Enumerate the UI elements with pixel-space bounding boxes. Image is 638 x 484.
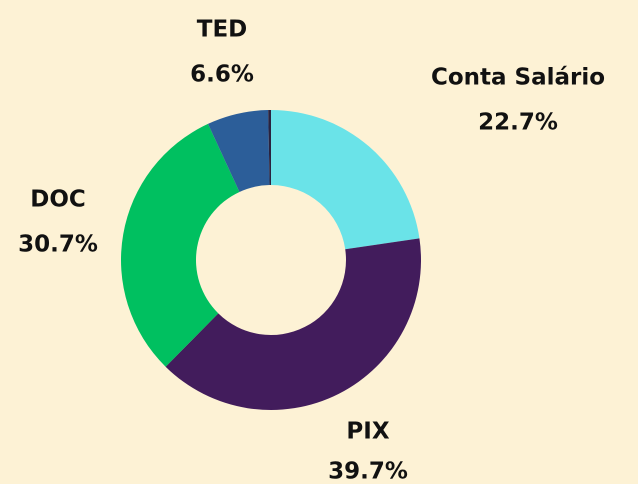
slice-value-label: 39.7% bbox=[328, 459, 408, 484]
donut-slice bbox=[207, 110, 270, 192]
slice-value-label: 30.7% bbox=[18, 232, 98, 258]
donut-slice bbox=[120, 123, 240, 367]
slice-label: TED bbox=[197, 17, 248, 43]
slice-value-label: 22.7% bbox=[478, 110, 558, 136]
slice-value-label: 6.6% bbox=[190, 62, 254, 88]
donut-slice bbox=[165, 238, 421, 410]
donut-slice bbox=[271, 110, 420, 250]
slice-label: DOC bbox=[30, 187, 86, 213]
slice-label: Conta Salário bbox=[431, 65, 605, 91]
donut-slice bbox=[268, 110, 271, 186]
slice-label: PIX bbox=[346, 419, 389, 445]
